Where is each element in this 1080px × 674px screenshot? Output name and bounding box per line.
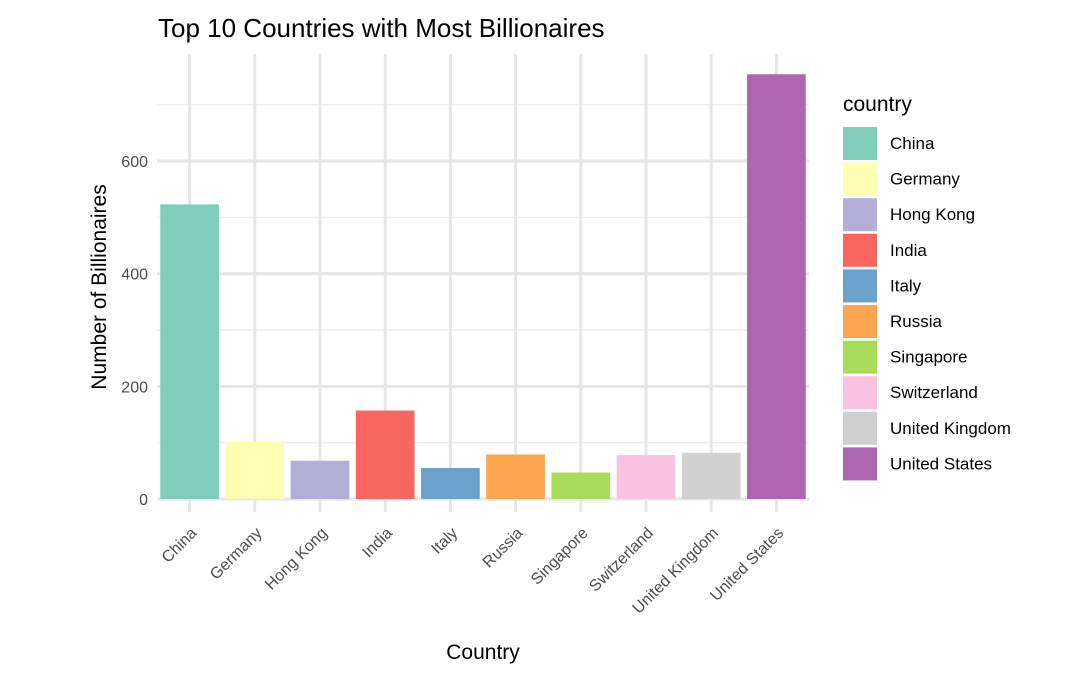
- x-tick-label: Switzerland: [586, 525, 657, 596]
- legend-swatch: [843, 305, 877, 338]
- legend-swatch: [843, 411, 877, 445]
- x-tick-label: Russia: [480, 525, 527, 572]
- bar-united-kingdom: [681, 452, 741, 499]
- bar-singapore: [551, 472, 611, 499]
- bar-india: [355, 410, 415, 499]
- x-axis-title: Country: [446, 641, 520, 664]
- bar-switzerland: [616, 455, 676, 499]
- legend: China Germany Hong Kong India Italy Russia Sin…: [843, 127, 1011, 481]
- legend-swatch: [843, 376, 877, 410]
- legend-swatch: [843, 127, 877, 160]
- bar-china: [160, 204, 219, 500]
- legend-swatch: [843, 340, 877, 374]
- x-tick-label: Singapore: [528, 525, 592, 589]
- legend-label: China: [890, 134, 935, 153]
- legend-label: Germany: [890, 170, 960, 189]
- chart-title: Top 10 Countries with Most Billionaires: [158, 13, 605, 43]
- legend-label: Russia: [890, 312, 943, 331]
- y-tick-label: 600: [121, 154, 148, 171]
- legend-label: Italy: [890, 276, 922, 295]
- legend-title: country: [843, 93, 912, 116]
- y-tick-label: 200: [121, 379, 148, 396]
- legend-swatch: [843, 447, 877, 481]
- x-tick-label: China: [159, 525, 201, 567]
- legend-label: Hong Kong: [890, 205, 975, 224]
- x-tick-label: Germany: [207, 525, 266, 584]
- legend-label: United Kingdom: [890, 419, 1011, 438]
- y-axis-title: Number of Billionaires: [88, 184, 111, 389]
- legend-swatch: [843, 269, 877, 303]
- legend-label: Switzerland: [890, 383, 978, 402]
- legend-swatch: [843, 233, 877, 267]
- legend-label: United States: [890, 454, 992, 473]
- bar-hong-kong: [290, 460, 350, 499]
- legend-label: Singapore: [890, 348, 968, 367]
- x-tick-label: Hong Kong: [262, 525, 331, 594]
- y-tick-label: 0: [139, 492, 148, 509]
- bar-united-states: [747, 74, 806, 499]
- x-tick-label: India: [359, 525, 396, 562]
- legend-swatch: [843, 162, 877, 196]
- x-tick-label: Italy: [428, 525, 461, 558]
- y-tick-label: 400: [121, 267, 148, 284]
- legend-label: India: [890, 241, 927, 260]
- bar-russia: [486, 454, 545, 499]
- bar-italy: [421, 468, 480, 499]
- legend-swatch: [843, 198, 877, 232]
- bar-germany: [225, 441, 285, 499]
